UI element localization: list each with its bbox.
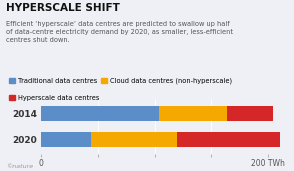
Bar [91,132,177,147]
Legend: Traditional data centres, Cloud data centres (non-hyperscale): Traditional data centres, Cloud data cen… [9,78,232,84]
Text: Efficient ‘hyperscale’ data centres are predicted to swallow up half
of data-cen: Efficient ‘hyperscale’ data centres are … [6,21,233,43]
Legend: Hyperscale data centres: Hyperscale data centres [9,95,99,101]
Bar [159,106,227,121]
Bar [177,132,280,147]
Text: ©nature: ©nature [6,164,33,169]
Bar [227,106,273,121]
Bar [41,106,159,121]
Text: HYPERSCALE SHIFT: HYPERSCALE SHIFT [6,3,120,12]
Bar [41,132,91,147]
